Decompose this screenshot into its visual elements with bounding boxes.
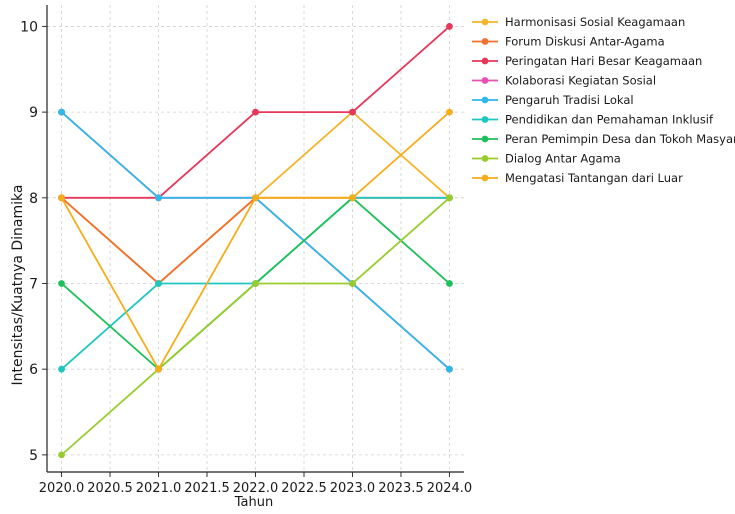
legend-swatch-marker — [481, 77, 489, 84]
x-tick-label: 2022.5 — [281, 481, 327, 496]
legend-swatch-marker — [481, 174, 489, 182]
data-point — [252, 108, 259, 116]
legend: Harmonisasi Sosial Keagamaan Forum Diskus… — [472, 15, 735, 185]
data-point — [349, 194, 356, 202]
legend-item: Peran Pemimpin Desa dan Tokoh Masyarakat — [472, 132, 735, 146]
data-point — [349, 280, 356, 287]
legend-swatch-marker — [481, 38, 489, 45]
legend-item: Pengaruh Tradisi Lokal — [472, 93, 634, 107]
x-tick-label: 2020.5 — [87, 481, 133, 496]
legend-swatch-marker — [481, 116, 489, 123]
y-tick-label: 6 — [29, 362, 38, 378]
x-tick-label: 2020.0 — [39, 481, 85, 496]
series-group — [58, 23, 453, 459]
legend-item: Pendidikan dan Pemahaman Inklusif — [472, 113, 714, 127]
y-axis-label: Intensitas/Kuatnya Dinamika — [10, 185, 26, 386]
legend-swatch-marker — [481, 96, 489, 104]
grid — [47, 5, 464, 472]
y-tick-label: 9 — [29, 105, 38, 121]
legend-swatch-marker — [481, 57, 489, 65]
legend-item: Peringatan Hari Besar Keagamaan — [472, 54, 702, 68]
data-point — [446, 194, 453, 202]
x-tick-label: 2021.0 — [136, 481, 182, 496]
x-tick-label: 2023.5 — [378, 481, 424, 496]
y-tick-label: 10 — [20, 19, 38, 35]
y-tick-label: 8 — [29, 191, 38, 207]
legend-swatch-marker — [481, 155, 489, 162]
data-point — [58, 451, 65, 459]
data-point — [155, 280, 162, 287]
legend-label: Peringatan Hari Besar Keagamaan — [505, 54, 702, 68]
data-point — [252, 194, 259, 202]
legend-item: Dialog Antar Agama — [472, 152, 621, 166]
data-point — [155, 194, 162, 202]
data-point — [58, 108, 65, 116]
data-point — [58, 194, 65, 202]
axes: 2020.0 2020.5 2021.0 2021.5 2022.0 2022.5 2023… — [20, 5, 472, 496]
x-tick-label: 2023.0 — [330, 481, 376, 496]
legend-label: Pendidikan dan Pemahaman Inklusif — [505, 113, 714, 127]
legend-item: Mengatasi Tantangan dari Luar — [472, 171, 683, 185]
legend-swatch-marker — [481, 135, 489, 143]
data-point — [446, 280, 453, 287]
x-axis-label: Tahun — [234, 495, 273, 510]
legend-label: Pengaruh Tradisi Lokal — [505, 93, 634, 107]
data-point — [58, 280, 65, 287]
y-tick-label: 5 — [29, 448, 38, 464]
legend-label: Peran Pemimpin Desa dan Tokoh Masyarakat — [505, 132, 735, 146]
legend-item: Kolaborasi Kegiatan Sosial — [472, 74, 656, 88]
legend-label: Kolaborasi Kegiatan Sosial — [505, 74, 656, 88]
series-9 — [58, 108, 453, 373]
legend-label: Mengatasi Tantangan dari Luar — [505, 171, 683, 185]
series-line — [60, 197, 451, 456]
data-point — [58, 365, 65, 373]
legend-label: Dialog Antar Agama — [505, 152, 621, 166]
legend-label: Forum Diskusi Antar-Agama — [505, 35, 665, 49]
data-point — [349, 108, 356, 116]
x-tick-label: 2021.5 — [184, 481, 230, 496]
x-tick-label: 2022.0 — [233, 481, 279, 496]
legend-label: Harmonisasi Sosial Keagamaan — [505, 15, 685, 29]
data-point — [446, 23, 453, 30]
legend-swatch-marker — [481, 18, 489, 26]
data-point — [155, 365, 162, 373]
x-tick-label: 2024.0 — [427, 481, 473, 496]
data-point — [446, 108, 453, 116]
legend-item: Forum Diskusi Antar-Agama — [472, 35, 665, 49]
data-point — [446, 365, 453, 373]
y-tick-label: 7 — [29, 276, 38, 292]
legend-item: Harmonisasi Sosial Keagamaan — [472, 15, 685, 29]
data-point — [252, 280, 259, 287]
